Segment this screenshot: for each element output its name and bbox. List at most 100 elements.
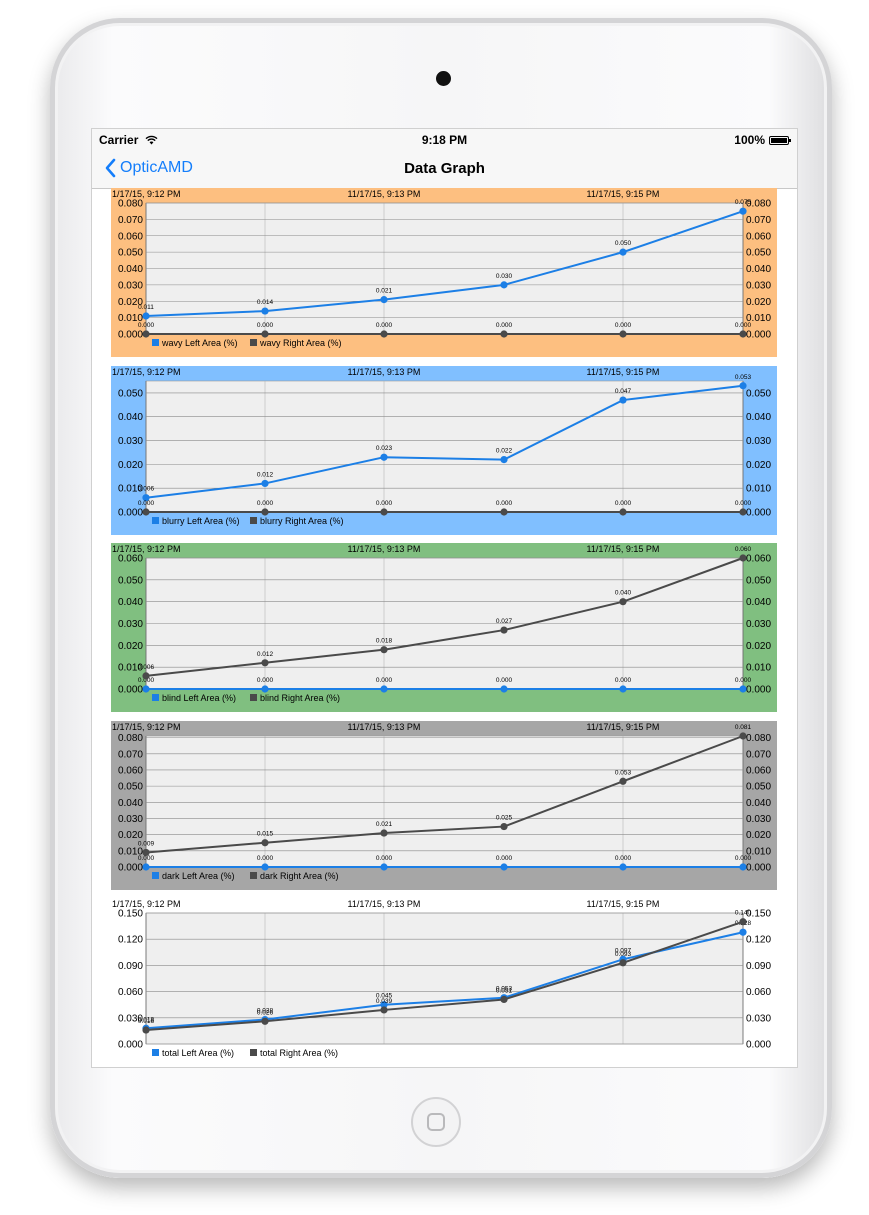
- data-value-label: 0.021: [376, 821, 393, 828]
- chart-panel: 1/17/15, 9:12 PM 11/17/15, 9:13 PM 11/17/1…: [111, 898, 777, 1067]
- data-value-label: 0.000: [615, 855, 632, 862]
- data-value-label: 0.000: [496, 322, 513, 329]
- series-line: [145, 557, 744, 677]
- y-tick-label-right: 0.020: [746, 830, 771, 841]
- data-point: [142, 330, 150, 338]
- data-value-label: 0.026: [257, 1009, 274, 1016]
- data-value-label: 0.018: [376, 638, 393, 645]
- data-value-label: 0.000: [496, 500, 513, 507]
- data-point: [142, 1026, 150, 1034]
- data-point: [142, 508, 150, 516]
- chart-panel: 1/17/15, 9:12 PM 11/17/15, 9:13 PM 11/17/1…: [111, 366, 777, 535]
- data-point: [261, 839, 269, 847]
- y-tick-label-left: 0.040: [118, 798, 143, 809]
- y-tick-label-left: 0.010: [118, 846, 143, 857]
- legend-label-left: blind Left Area (%): [162, 693, 236, 703]
- plot-area: [145, 735, 744, 868]
- legend-swatch-right: [250, 872, 257, 879]
- data-value-label: 0.021: [376, 288, 393, 295]
- data-point: [380, 330, 388, 338]
- data-point: [619, 959, 627, 967]
- data-value-label: 0.012: [257, 651, 274, 658]
- data-value-label: 0.000: [735, 855, 752, 862]
- y-tick-label-left: 0.020: [118, 830, 143, 841]
- data-point: [261, 479, 269, 488]
- y-tick-label-right: 0.070: [746, 749, 771, 760]
- y-tick-label-right: 0.080: [746, 199, 771, 210]
- data-point: [739, 508, 747, 516]
- y-tick-label-right: 0.050: [746, 248, 771, 259]
- y-tick-label-left: 0.070: [118, 749, 143, 760]
- battery-icon: [769, 135, 791, 145]
- data-point: [500, 508, 508, 516]
- data-value-label: 0.000: [138, 855, 155, 862]
- data-value-label: 0.040: [615, 590, 632, 597]
- legend-swatch-right: [250, 517, 257, 524]
- back-button[interactable]: OpticAMD: [104, 158, 193, 178]
- date-axis-label: 1/17/15, 9:12 PM: [112, 722, 181, 732]
- data-value-label: 0.039: [376, 998, 393, 1005]
- data-point: [261, 1017, 269, 1025]
- y-tick-label-left: 0.000: [118, 330, 143, 341]
- y-tick-label-left: 0.060: [118, 765, 143, 776]
- legend-label-right: blind Right Area (%): [260, 693, 340, 703]
- y-tick-label-left: 0.010: [118, 663, 143, 674]
- screen: Carrier 9:18 PM 100% OpticAMD Data Graph…: [91, 128, 798, 1068]
- y-tick-label-right: 0.030: [746, 814, 771, 825]
- data-point: [619, 248, 627, 256]
- data-point: [261, 330, 269, 338]
- data-value-label: 0.097: [615, 947, 632, 954]
- y-tick-label-left: 0.070: [118, 215, 143, 226]
- home-button[interactable]: [411, 1097, 461, 1147]
- data-value-label: 0.060: [735, 546, 752, 553]
- data-point: [142, 494, 150, 502]
- chart-panel: 1/17/15, 9:12 PM 11/17/15, 9:13 PM 11/17/1…: [111, 543, 777, 712]
- y-tick-label-right: 0.040: [746, 597, 771, 608]
- data-point: [261, 659, 269, 667]
- y-tick-label-right: 0.080: [746, 733, 771, 744]
- legend-swatch-left: [152, 517, 159, 524]
- y-tick-label-left: 0.040: [118, 264, 143, 275]
- date-axis-label: 11/17/15, 9:15 PM: [587, 544, 660, 554]
- data-value-label: 0.050: [615, 240, 632, 247]
- y-tick-label-right: 0.020: [746, 641, 771, 652]
- data-value-label: 0.000: [615, 322, 632, 329]
- data-value-label: 0.000: [257, 500, 274, 507]
- data-value-label: 0.016: [138, 1018, 155, 1025]
- data-point: [739, 928, 747, 936]
- data-point: [500, 281, 508, 289]
- y-tick-label-right: 0.090: [746, 961, 771, 972]
- date-axis-label: 11/17/15, 9:13 PM: [348, 544, 421, 554]
- legend-label-left: wavy Left Area (%): [161, 338, 238, 348]
- data-value-label: 0.045: [376, 993, 393, 1000]
- data-point: [380, 829, 388, 837]
- data-value-label: 0.047: [615, 388, 632, 395]
- data-value-label: 0.000: [138, 322, 155, 329]
- data-point: [261, 863, 269, 871]
- legend-swatch-right: [250, 339, 257, 346]
- y-tick-label-left: 0.000: [118, 685, 143, 696]
- data-value-label: 0.014: [257, 299, 274, 306]
- y-tick-label-left: 0.060: [118, 231, 143, 242]
- series-line: [145, 920, 744, 1032]
- navigation-bar: Carrier 9:18 PM 100% OpticAMD Data Graph: [92, 129, 797, 189]
- date-axis-label: 11/17/15, 9:15 PM: [587, 189, 660, 199]
- data-point: [739, 382, 747, 390]
- data-point: [380, 646, 388, 654]
- y-tick-label-right: 0.030: [746, 280, 771, 291]
- data-value-label: 0.022: [496, 448, 513, 455]
- series-line: [145, 210, 744, 317]
- data-value-label: 0.000: [615, 500, 632, 507]
- y-tick-label-left: 0.030: [118, 814, 143, 825]
- chart-panel: 1/17/15, 9:12 PM 11/17/15, 9:13 PM 11/17/1…: [111, 188, 777, 357]
- data-point: [619, 330, 627, 338]
- y-tick-label-left: 0.030: [118, 1013, 143, 1024]
- data-point: [261, 307, 269, 315]
- data-point: [619, 396, 627, 404]
- legend-swatch-left: [152, 1049, 159, 1056]
- page-title: Data Graph: [404, 160, 485, 177]
- y-tick-label-right: 0.150: [746, 909, 771, 920]
- y-tick-label-left: 0.060: [118, 554, 143, 565]
- y-tick-label-right: 0.040: [746, 798, 771, 809]
- data-point: [739, 330, 747, 338]
